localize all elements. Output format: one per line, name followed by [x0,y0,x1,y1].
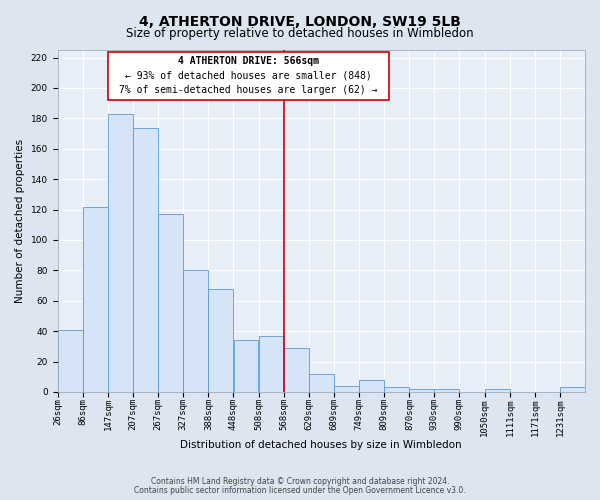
Bar [384,388,409,392]
Bar [284,348,309,392]
Bar [409,389,434,392]
Bar [259,336,284,392]
Bar [183,270,208,392]
Bar [133,128,158,392]
Bar [233,340,259,392]
Text: Contains HM Land Registry data © Crown copyright and database right 2024.: Contains HM Land Registry data © Crown c… [151,477,449,486]
X-axis label: Distribution of detached houses by size in Wimbledon: Distribution of detached houses by size … [181,440,462,450]
Bar [434,389,460,392]
Text: ← 93% of detached houses are smaller (848): ← 93% of detached houses are smaller (84… [125,70,371,81]
Bar [560,388,585,392]
Bar [208,288,233,392]
Bar [359,380,384,392]
Text: 4 ATHERTON DRIVE: 566sqm: 4 ATHERTON DRIVE: 566sqm [178,56,319,66]
Bar [83,206,108,392]
Bar [108,114,133,392]
Bar [158,214,183,392]
Bar [485,389,510,392]
Text: 7% of semi-detached houses are larger (62) →: 7% of semi-detached houses are larger (6… [119,85,377,95]
Text: Size of property relative to detached houses in Wimbledon: Size of property relative to detached ho… [126,28,474,40]
Text: Contains public sector information licensed under the Open Government Licence v3: Contains public sector information licen… [134,486,466,495]
Bar [309,374,334,392]
Y-axis label: Number of detached properties: Number of detached properties [15,139,25,303]
Bar [58,330,83,392]
Bar [334,386,359,392]
FancyBboxPatch shape [108,52,389,100]
Text: 4, ATHERTON DRIVE, LONDON, SW19 5LB: 4, ATHERTON DRIVE, LONDON, SW19 5LB [139,15,461,29]
